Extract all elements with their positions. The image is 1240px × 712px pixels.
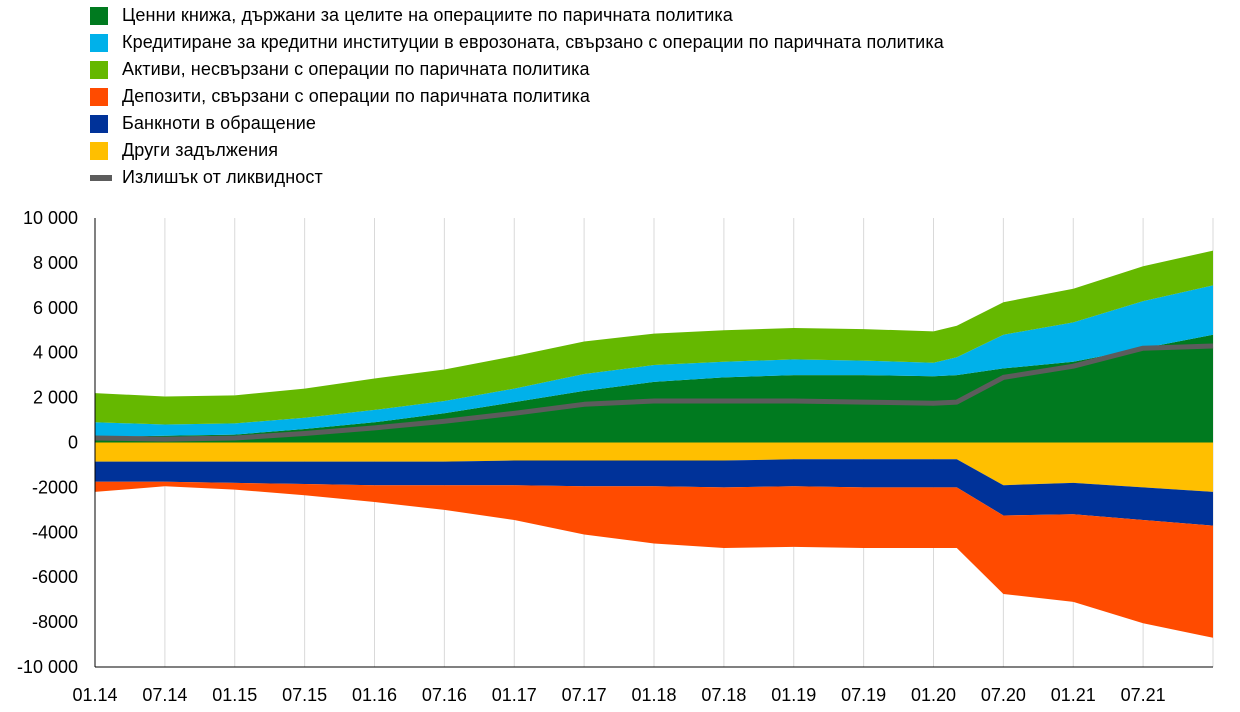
legend-label: Други задължения xyxy=(122,140,279,160)
y-tick-label: 8 000 xyxy=(33,253,78,273)
legend-swatch xyxy=(90,141,108,160)
x-tick-label: 07.14 xyxy=(142,685,187,705)
y-tick-label: -4000 xyxy=(32,522,78,542)
y-tick-label: -10 000 xyxy=(17,657,78,677)
y-tick-label: -6000 xyxy=(32,567,78,587)
legend-item-other-assets: Активи, несвързани с операции по парична… xyxy=(90,56,944,83)
x-tick-label: 07.19 xyxy=(841,685,886,705)
x-tick-label: 01.19 xyxy=(771,685,816,705)
legend-label: Кредитиране за кредитни институции в евр… xyxy=(122,32,944,52)
x-tick-label: 01.16 xyxy=(352,685,397,705)
legend-item-excess-liquidity: Излишък от ликвидност xyxy=(90,164,944,191)
legend-label: Депозити, свързани с операции по парична… xyxy=(122,86,591,106)
legend-label: Излишък от ликвидност xyxy=(122,167,323,187)
area-securities xyxy=(95,334,1213,443)
x-tick-label: 01.14 xyxy=(72,685,117,705)
legend-swatch xyxy=(90,60,108,79)
legend-item-other-liabilities: Други задължения xyxy=(90,137,944,164)
y-tick-label: 6 000 xyxy=(33,298,78,318)
area-other-assets xyxy=(95,250,1213,425)
x-axis-tick-labels: 01.14 07.14 01.15 07.15 01.16 07.16 01.17 07.17… xyxy=(72,685,1165,705)
legend-item-securities: Ценни книжа, държани за целите на операц… xyxy=(90,2,944,29)
x-tick-label: 07.18 xyxy=(701,685,746,705)
x-tick-label: 01.18 xyxy=(631,685,676,705)
y-tick-label: -8000 xyxy=(32,612,78,632)
y-axis-tick-labels: 10 000 8 000 6 000 4 000 2 000 0 -2000 -4000 -60… xyxy=(17,208,78,677)
area-banknotes xyxy=(95,459,1213,526)
x-tick-label: 07.21 xyxy=(1121,685,1166,705)
y-tick-label: 4 000 xyxy=(33,343,78,363)
x-tick-label: 01.15 xyxy=(212,685,257,705)
x-tick-label: 07.15 xyxy=(282,685,327,705)
line-excess-liquidity xyxy=(94,343,1214,442)
y-tick-label: -2000 xyxy=(32,477,78,497)
legend-item-deposits: Депозити, свързани с операции по парична… xyxy=(90,83,944,110)
y-tick-label: 2 000 xyxy=(33,388,78,408)
legend-label: Активи, несвързани с операции по парична… xyxy=(122,59,590,79)
area-deposits xyxy=(95,481,1213,638)
legend-swatch xyxy=(90,6,108,25)
x-tick-label: 01.21 xyxy=(1051,685,1096,705)
legend-swatch xyxy=(90,33,108,52)
x-tick-label: 01.20 xyxy=(911,685,956,705)
legend-swatch xyxy=(90,114,108,133)
y-tick-label: 10 000 xyxy=(23,208,78,228)
x-tick-label: 07.20 xyxy=(981,685,1026,705)
x-tick-label: 07.17 xyxy=(562,685,607,705)
area-other-liabilities xyxy=(95,442,1213,492)
legend-swatch xyxy=(90,174,112,181)
area-lending xyxy=(95,285,1213,437)
legend-item-lending: Кредитиране за кредитни институции в евр… xyxy=(90,29,944,56)
chart-legend: Ценни книжа, държани за целите на операц… xyxy=(90,2,944,191)
stacked-areas xyxy=(95,250,1213,638)
x-tick-label: 07.16 xyxy=(422,685,467,705)
excess-liquidity-line-layer xyxy=(94,343,1214,442)
legend-item-banknotes: Банкноти в обращение xyxy=(90,110,944,137)
x-tick-label: 01.17 xyxy=(492,685,537,705)
legend-label: Ценни книжа, държани за целите на операц… xyxy=(122,5,733,25)
axes xyxy=(94,218,1213,668)
legend-label: Банкноти в обращение xyxy=(122,113,317,133)
y-tick-label: 0 xyxy=(68,433,78,453)
legend-swatch xyxy=(90,87,108,106)
